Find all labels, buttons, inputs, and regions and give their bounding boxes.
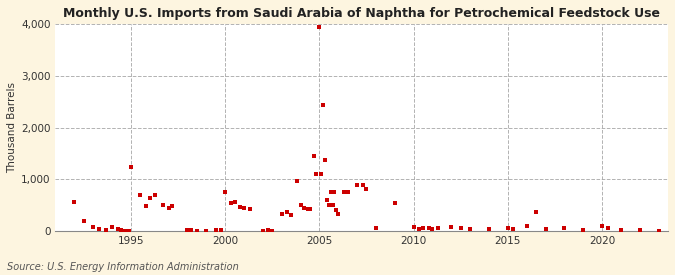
Point [144,195,155,200]
Point [126,165,136,169]
Point [112,227,123,231]
Point [257,229,268,233]
Point [502,226,513,230]
Point [352,182,362,187]
Point [182,227,193,232]
Point [465,226,476,231]
Point [140,204,151,208]
Point [371,226,381,230]
Point [314,25,325,29]
Point [329,189,340,194]
Point [427,226,438,231]
Point [318,103,329,108]
Point [521,224,532,228]
Point [414,226,425,231]
Point [186,228,196,232]
Point [333,211,344,216]
Point [244,207,255,211]
Point [292,179,302,183]
Point [235,205,246,209]
Point [308,154,319,158]
Point [119,229,130,233]
Point [304,207,315,211]
Point [124,229,134,233]
Point [597,224,608,228]
Point [157,203,168,207]
Point [211,228,221,233]
Point [150,193,161,197]
Point [327,203,338,207]
Point [78,219,89,223]
Point [135,193,146,197]
Point [446,225,457,229]
Point [325,189,336,194]
Point [616,227,626,232]
Point [456,226,466,230]
Point [531,209,541,214]
Point [238,206,249,210]
Point [361,186,372,191]
Point [321,198,332,202]
Point [559,226,570,230]
Point [342,190,353,194]
Point [483,226,494,231]
Point [331,208,342,212]
Point [338,190,349,194]
Point [323,203,334,207]
Point [201,229,212,233]
Point [357,182,368,187]
Text: Source: U.S. Energy Information Administration: Source: U.S. Energy Information Administ… [7,262,238,272]
Point [408,225,419,229]
Point [433,226,443,230]
Point [389,201,400,205]
Point [316,172,327,176]
Point [299,206,310,210]
Point [219,189,230,194]
Point [319,158,330,162]
Point [167,204,178,208]
Point [216,228,227,232]
Point [418,226,429,230]
Point [107,225,117,229]
Point [653,229,664,233]
Point [116,228,127,232]
Point [225,200,236,205]
Point [295,203,306,207]
Point [192,229,202,233]
Point [634,228,645,232]
Point [101,227,112,232]
Point [163,206,174,210]
Point [310,172,321,176]
Point [229,200,240,204]
Point [263,228,274,232]
Point [602,226,613,230]
Point [578,227,589,232]
Point [267,229,277,233]
Point [540,227,551,231]
Point [93,226,104,231]
Title: Monthly U.S. Imports from Saudi Arabia of Naphtha for Petrochemical Feedstock Us: Monthly U.S. Imports from Saudi Arabia o… [63,7,660,20]
Point [508,226,519,231]
Point [302,207,313,211]
Point [423,226,434,230]
Point [88,224,99,229]
Point [282,209,293,214]
Point [286,212,296,217]
Point [276,212,287,216]
Point [69,199,80,204]
Y-axis label: Thousand Barrels: Thousand Barrels [7,82,17,173]
